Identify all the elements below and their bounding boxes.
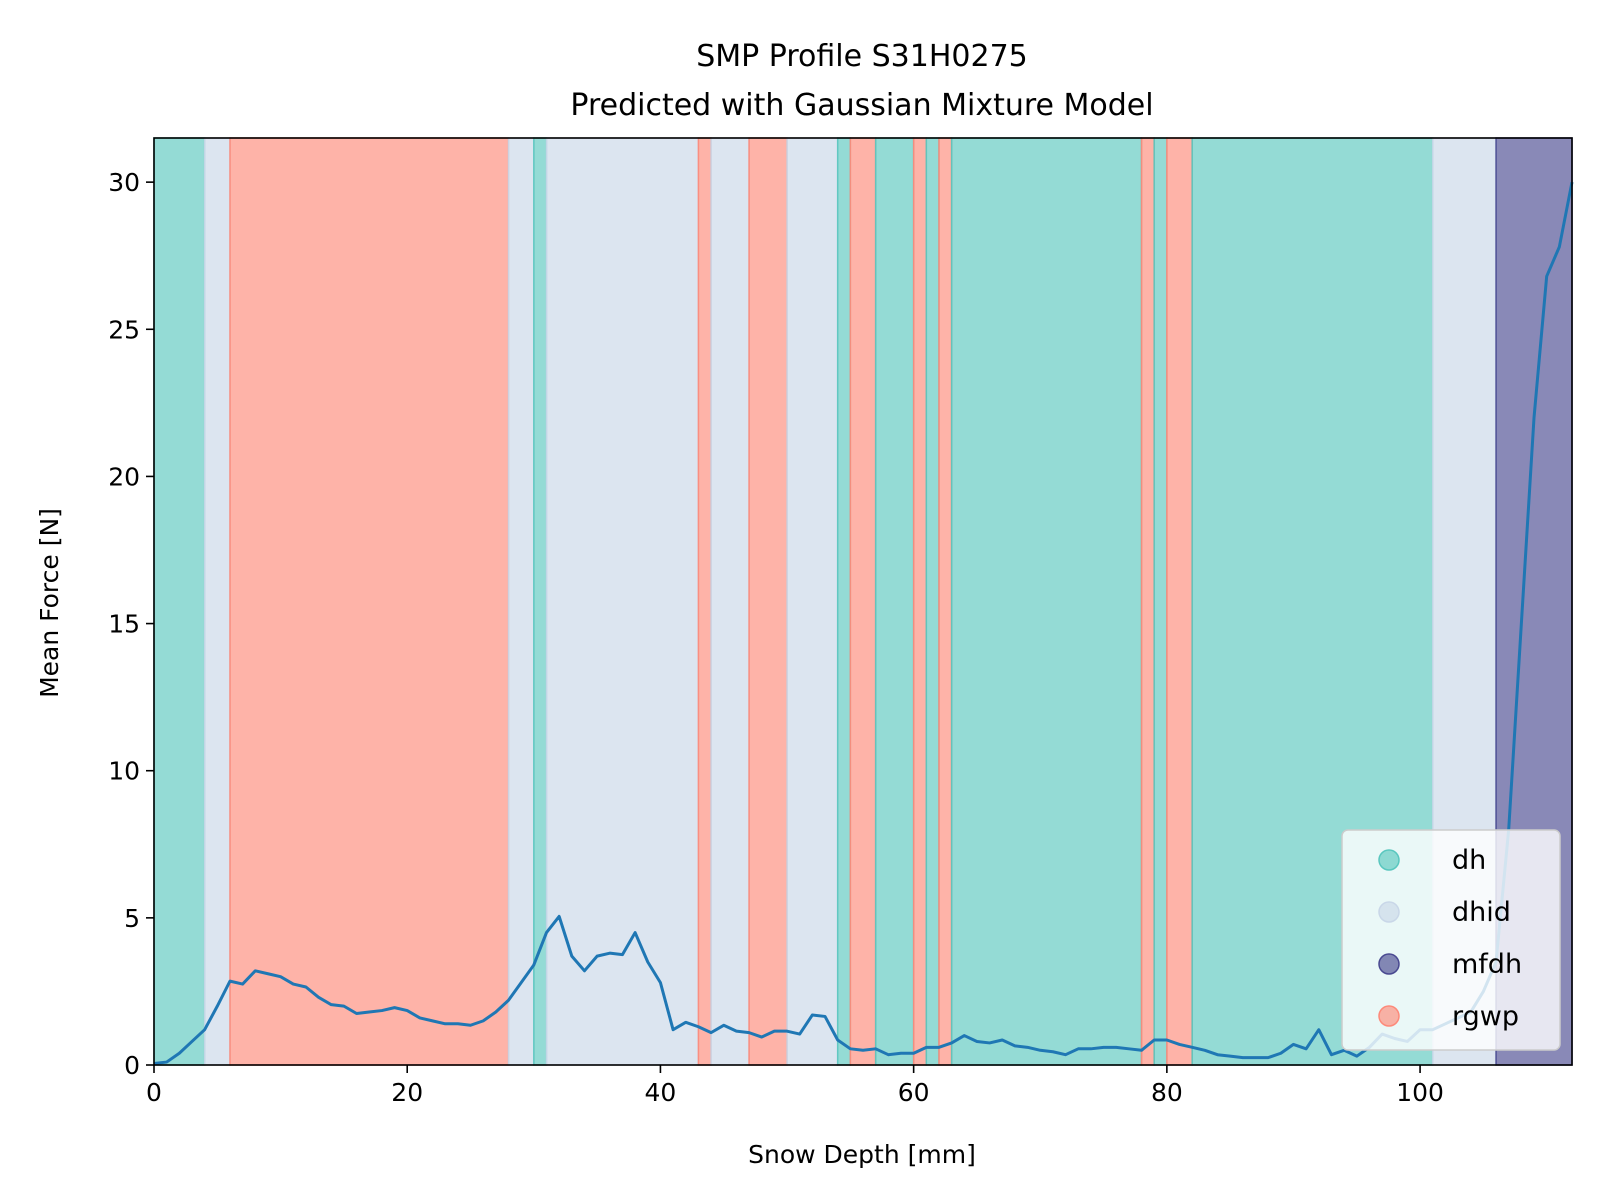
band-dh-14 — [925, 137, 940, 1066]
y-tick-label: 30 — [108, 168, 140, 197]
band-rgwp-15 — [938, 137, 953, 1066]
y-tick-label: 20 — [108, 462, 140, 491]
legend-marker-dhid — [1378, 901, 1400, 923]
legend-label-mfdh: mfdh — [1452, 949, 1522, 980]
band-dhid-1 — [203, 137, 231, 1066]
legend-marker-mfdh — [1378, 953, 1400, 975]
band-dhid-3 — [507, 137, 535, 1066]
band-rgwp-11 — [849, 137, 877, 1066]
x-tick-label: 60 — [898, 1078, 930, 1107]
band-dh-0 — [153, 137, 206, 1066]
band-rgwp-13 — [912, 137, 928, 1066]
legend-marker-rgwp — [1378, 1005, 1400, 1027]
band-dhid-9 — [786, 137, 839, 1066]
axes: 0 20 40 60 80 100 0 5 10 15 20 25 30 — [108, 137, 1573, 1107]
y-tick-label: 5 — [124, 904, 140, 933]
x-tick-label: 20 — [391, 1078, 423, 1107]
plot-line-group — [153, 181, 1574, 1066]
y-tick-label: 0 — [124, 1051, 140, 1080]
band-dhid-5 — [545, 137, 700, 1066]
y-tick-label: 15 — [108, 610, 140, 639]
band-dh-4 — [533, 137, 548, 1066]
band-rgwp-17 — [1140, 137, 1155, 1066]
band-dh-18 — [1153, 137, 1168, 1066]
band-rgwp-8 — [748, 137, 788, 1066]
band-dhid-7 — [710, 137, 750, 1066]
legend: dh dhid mfdh rgwp — [1341, 829, 1561, 1051]
y-tick-label: 25 — [108, 315, 140, 344]
x-tick-label: 80 — [1151, 1078, 1183, 1107]
series-line — [153, 181, 1574, 1066]
chart-subtitle: Predicted with Gaussian Mixture Model — [570, 88, 1153, 123]
band-dh-16 — [950, 137, 1143, 1066]
band-dh-10 — [836, 137, 852, 1066]
class-bands — [153, 137, 1573, 1066]
chart-title: SMP Profile S31H0275 — [696, 39, 1028, 74]
band-rgwp-2 — [229, 137, 510, 1066]
legend-marker-dh — [1378, 849, 1400, 871]
legend-box — [1341, 829, 1561, 1051]
x-axis-label: Snow Depth [mm] — [748, 1140, 976, 1169]
x-tick-label: 0 — [146, 1078, 162, 1107]
x-tick-label: 100 — [1396, 1078, 1444, 1107]
band-dh-12 — [874, 137, 915, 1066]
band-rgwp-19 — [1166, 137, 1193, 1066]
axes-frame — [153, 137, 1573, 1066]
x-tick-label: 40 — [645, 1078, 677, 1107]
band-rgwp-6 — [697, 137, 712, 1066]
legend-label-dh: dh — [1452, 845, 1486, 876]
y-tick-label: 10 — [108, 757, 140, 786]
y-axis-label: Mean Force [N] — [35, 508, 64, 698]
legend-label-rgwp: rgwp — [1452, 1001, 1519, 1032]
legend-label-dhid: dhid — [1452, 897, 1511, 928]
